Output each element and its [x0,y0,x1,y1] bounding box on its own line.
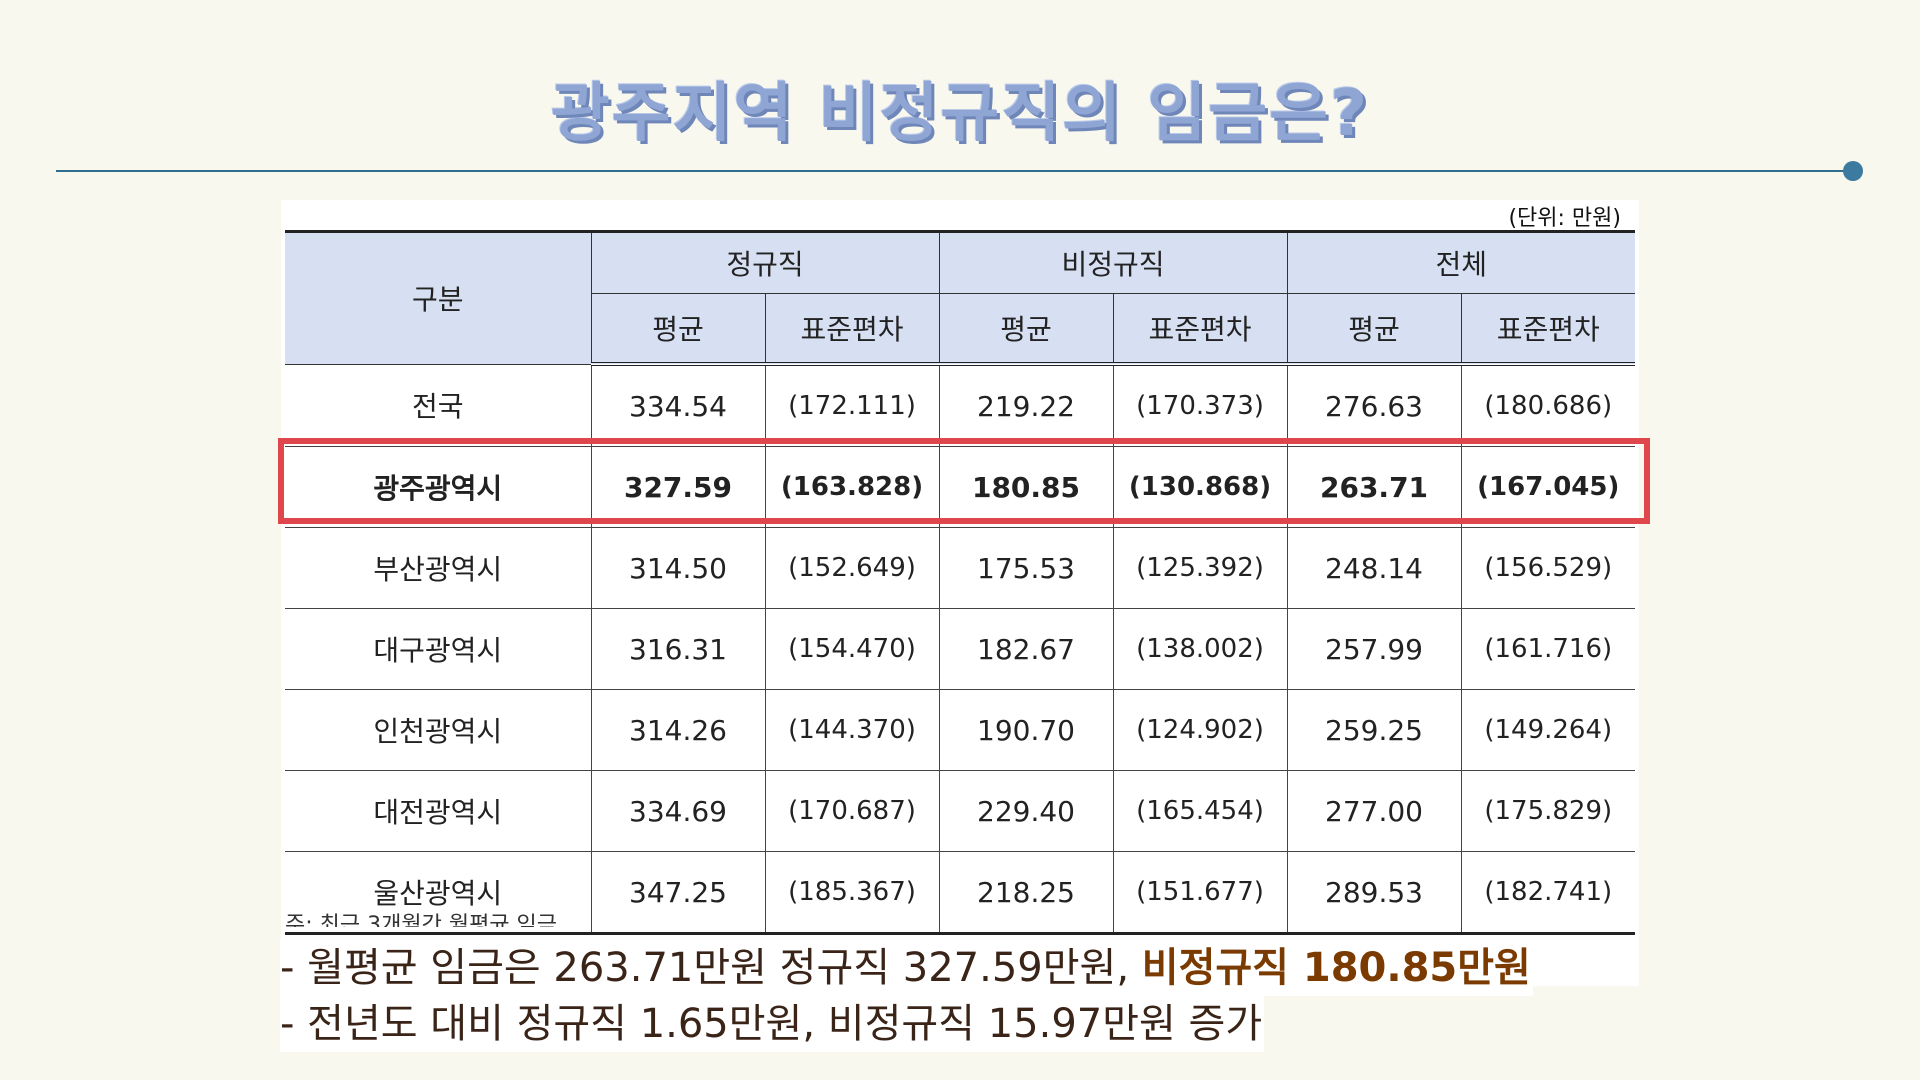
value-cell: 263.71 [1286,446,1462,528]
value-cell: 229.40 [938,770,1114,852]
region-cell: 부산광역시 [285,527,592,609]
header-sd: 표준편차 [764,293,940,366]
wage-table-card: (단위: 만원) 구분 정규직 비정규직 전체 평균 표준편차 평균 표준편차 … [281,200,1639,986]
value-cell: (163.828) [764,446,940,528]
value-cell: 218.25 [938,851,1114,935]
value-cell: (170.373) [1112,363,1288,447]
value-cell: 190.70 [938,689,1114,771]
value-cell: (144.370) [764,689,940,771]
table-row-highlighted: 광주광역시 327.59 (163.828) 180.85 (130.868) … [285,446,1636,528]
value-cell: 219.22 [938,363,1114,447]
value-cell: 175.53 [938,527,1114,609]
value-cell: 257.99 [1286,608,1462,690]
value-cell: 180.85 [938,446,1114,528]
value-cell: 182.67 [938,608,1114,690]
summary-bullets: - 월평균 임금은 263.71만원 정규직 327.59만원, 비정규직 18… [280,940,1533,1052]
page-title: 광주지역 비정규직의 임금은? [550,77,1370,151]
value-cell: (154.470) [764,608,940,690]
value-cell: (138.002) [1112,608,1288,690]
value-cell: (167.045) [1460,446,1636,528]
table-row: 대전광역시 334.69 (170.687) 229.40 (165.454) … [285,770,1636,852]
value-cell: (182.741) [1460,851,1636,935]
value-cell: 276.63 [1286,363,1462,447]
divider-dot [1843,161,1863,181]
value-cell: 327.59 [590,446,766,528]
bullet-1-text: - 월평균 임금은 263.71만원 정규직 327.59만원, [280,945,1142,991]
value-cell: (175.829) [1460,770,1636,852]
value-cell: (161.716) [1460,608,1636,690]
value-cell: (156.529) [1460,527,1636,609]
header-regular: 정규직 [590,230,940,294]
region-cell: 대전광역시 [285,770,592,852]
value-cell: (124.902) [1112,689,1288,771]
header-sd: 표준편차 [1460,293,1636,366]
bullet-line-1: - 월평균 임금은 263.71만원 정규직 327.59만원, 비정규직 18… [280,940,1533,996]
value-cell: 334.54 [590,363,766,447]
bullet-line-2: - 전년도 대비 정규직 1.65만원, 비정규직 15.97만원 증가 [280,996,1265,1052]
title-divider [56,170,1856,172]
value-cell: (151.677) [1112,851,1288,935]
wage-table: 구분 정규직 비정규직 전체 평균 표준편차 평균 표준편차 평균 표준편차 전… [285,230,1636,935]
value-cell: (165.454) [1112,770,1288,852]
value-cell: 289.53 [1286,851,1462,935]
value-cell: (149.264) [1460,689,1636,771]
header-category: 구분 [285,230,592,365]
table-footnote: 주: 최근 3개월간 월평균 임금 [285,913,558,927]
header-total: 전체 [1286,230,1636,294]
value-cell: 259.25 [1286,689,1462,771]
region-cell: 전국 [285,363,592,447]
value-cell: (125.392) [1112,527,1288,609]
region-cell: 인천광역시 [285,689,592,771]
value-cell: 347.25 [590,851,766,935]
table-row: 인천광역시 314.26 (144.370) 190.70 (124.902) … [285,689,1636,771]
unit-label: (단위: 만원) [1508,206,1621,231]
header-mean: 평균 [938,293,1114,366]
region-cell: 울산광역시 [285,851,592,935]
value-cell: (185.367) [764,851,940,935]
header-nonregular: 비정규직 [938,230,1288,294]
region-cell: 광주광역시 [285,446,592,528]
value-cell: 248.14 [1286,527,1462,609]
region-cell: 대구광역시 [285,608,592,690]
table-row: 울산광역시 347.25 (185.367) 218.25 (151.677) … [285,851,1636,935]
value-cell: (180.686) [1460,363,1636,447]
value-cell: 316.31 [590,608,766,690]
table-row: 전국 334.54 (172.111) 219.22 (170.373) 276… [285,363,1636,447]
table-row: 부산광역시 314.50 (152.649) 175.53 (125.392) … [285,527,1636,609]
table-row: 대구광역시 316.31 (154.470) 182.67 (138.002) … [285,608,1636,690]
value-cell: 277.00 [1286,770,1462,852]
value-cell: 334.69 [590,770,766,852]
value-cell: (172.111) [764,363,940,447]
bullet-1-emphasis: 비정규직 180.85만원 [1141,945,1531,991]
value-cell: (152.649) [764,527,940,609]
value-cell: 314.50 [590,527,766,609]
header-sd: 표준편차 [1112,293,1288,366]
value-cell: (130.868) [1112,446,1288,528]
value-cell: 314.26 [590,689,766,771]
value-cell: (170.687) [764,770,940,852]
header-mean: 평균 [1286,293,1462,366]
header-mean: 평균 [591,293,766,366]
